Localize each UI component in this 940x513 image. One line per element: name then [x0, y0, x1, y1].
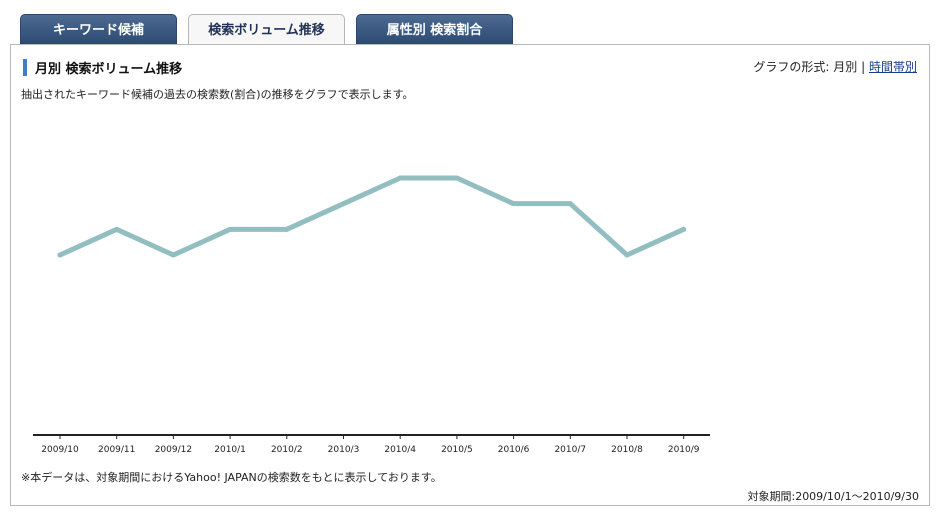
tab-keyword-candidates[interactable]: キーワード候補 — [20, 14, 177, 44]
x-tick-label: 2010/6 — [498, 445, 530, 455]
x-tick-label: 2010/3 — [328, 445, 360, 455]
x-tick-label: 2009/10 — [41, 445, 79, 455]
graph-format-current: 月別 — [833, 60, 858, 74]
x-tick-label: 2010/7 — [554, 445, 586, 455]
tab-search-volume-trend[interactable]: 検索ボリューム推移 — [188, 14, 345, 45]
data-point — [624, 252, 630, 258]
x-tick-label: 2009/12 — [155, 445, 192, 455]
data-point — [341, 201, 346, 207]
heading-accent-bar — [23, 59, 27, 76]
target-period: 対象期間:2009/10/1〜2010/9/30 — [747, 490, 919, 503]
x-tick-label: 2009/11 — [98, 445, 135, 455]
hourly-format-link[interactable]: 時間帯別 — [868, 60, 917, 74]
x-tick-label: 2010/1 — [214, 445, 246, 455]
graph-format-separator: | — [861, 60, 866, 74]
data-point — [170, 252, 176, 258]
data-point — [567, 201, 573, 207]
x-tick-label: 2010/8 — [611, 445, 643, 455]
x-tick-label: 2010/5 — [441, 445, 473, 455]
x-tick-label: 2010/2 — [271, 445, 303, 455]
data-point — [114, 226, 120, 232]
tab-attribute-search-ratio[interactable]: 属性別 検索割合 — [356, 14, 513, 44]
data-point — [511, 201, 517, 207]
data-point — [681, 226, 687, 232]
data-point — [57, 252, 63, 258]
data-point — [284, 226, 290, 232]
data-point — [227, 226, 233, 232]
section-description: 抽出されたキーワード候補の過去の検索数(割合)の推移をグラフで表示します。 — [21, 88, 414, 101]
data-point — [397, 175, 403, 181]
series-line — [57, 175, 687, 258]
x-tick-label: 2010/4 — [384, 445, 416, 455]
graph-format-label: グラフの形式: — [753, 60, 830, 74]
x-tick-label: 2010/9 — [668, 445, 700, 455]
content-panel: 月別 検索ボリューム推移 グラフの形式: 月別 | 時間帯別 抽出されたキーワー… — [10, 44, 930, 506]
graph-format-selector: グラフの形式: 月別 | 時間帯別 — [753, 58, 917, 75]
data-source-note: ※本データは、対象期間におけるYahoo! JAPANの検索数をもとに表示してお… — [21, 471, 442, 484]
section-title: 月別 検索ボリューム推移 — [35, 62, 183, 77]
data-point — [454, 175, 460, 181]
